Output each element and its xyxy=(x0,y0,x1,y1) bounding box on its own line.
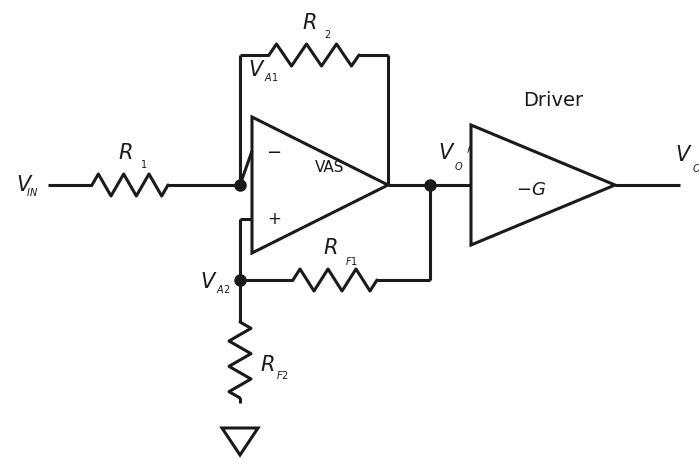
Text: $R$: $R$ xyxy=(323,238,337,258)
Text: $+$: $+$ xyxy=(267,211,281,227)
Text: $_2$: $_2$ xyxy=(324,27,331,41)
Text: $_{A2}$: $_{A2}$ xyxy=(216,282,231,296)
Text: $_O$: $_O$ xyxy=(692,161,699,175)
Text: $V$: $V$ xyxy=(675,145,693,165)
Text: $'$: $'$ xyxy=(466,145,472,163)
Text: $V$: $V$ xyxy=(16,175,34,195)
Text: $R$: $R$ xyxy=(117,143,132,163)
Text: $_{A1}$: $_{A1}$ xyxy=(264,70,278,84)
Text: $V$: $V$ xyxy=(438,143,456,163)
Text: $V$: $V$ xyxy=(200,272,217,292)
Text: $R$: $R$ xyxy=(302,13,316,33)
Text: Driver: Driver xyxy=(523,91,583,110)
Text: $_{F2}$: $_{F2}$ xyxy=(276,368,289,382)
Text: $_1$: $_1$ xyxy=(140,157,147,171)
Text: $R$: $R$ xyxy=(260,355,275,375)
Text: $V$: $V$ xyxy=(248,60,266,80)
Text: $_O$: $_O$ xyxy=(454,159,463,173)
Text: $-G$: $-G$ xyxy=(516,181,546,199)
Text: $-$: $-$ xyxy=(266,142,282,160)
Text: $_{IN}$: $_{IN}$ xyxy=(26,185,38,199)
Text: $_{F1}$: $_{F1}$ xyxy=(345,254,358,268)
Text: VAS: VAS xyxy=(315,159,345,174)
